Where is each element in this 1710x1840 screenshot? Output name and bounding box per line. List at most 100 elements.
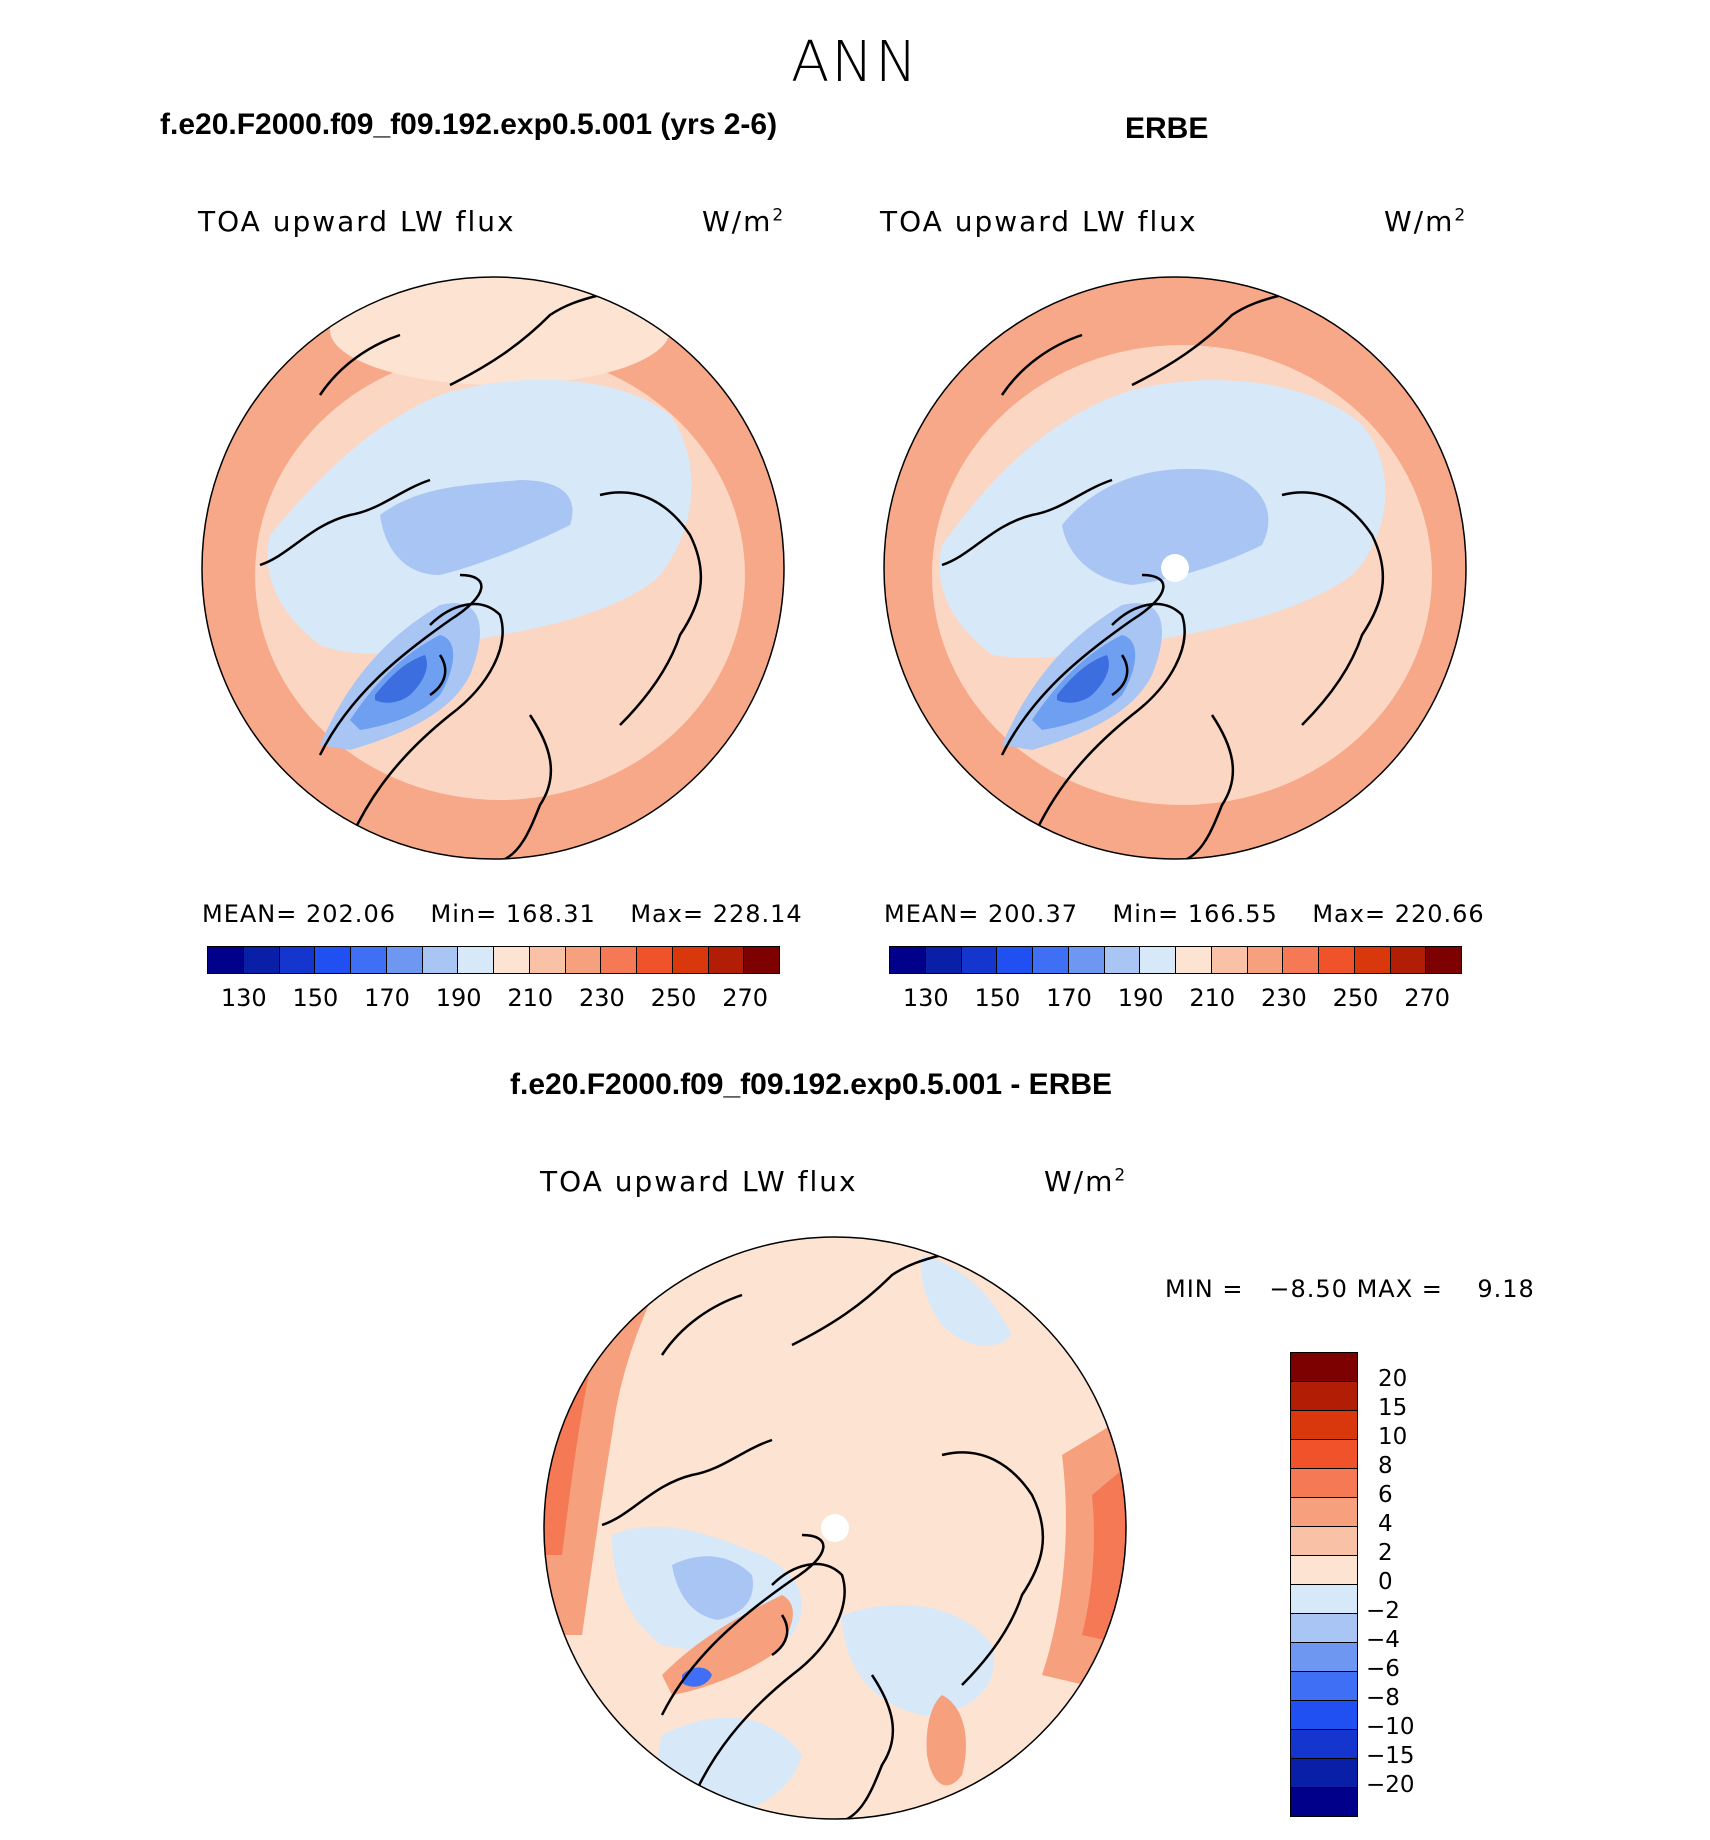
colorbar-swatch — [1291, 1788, 1357, 1816]
colorbar-tick-label: −8 — [1366, 1685, 1400, 1711]
colorbar-tick-label: 10 — [1378, 1424, 1408, 1450]
map-border — [201, 276, 785, 860]
colorbar-swatch — [1426, 947, 1461, 973]
diff-map — [542, 1235, 1128, 1821]
panel2-map — [882, 275, 1468, 861]
colorbar-tick-label: 250 — [1332, 984, 1379, 1012]
colorbar-tick-label: 4 — [1378, 1511, 1393, 1537]
colorbar-swatch — [1033, 947, 1069, 973]
map-border — [883, 276, 1467, 860]
colorbar-tick-label: 2 — [1378, 1540, 1393, 1566]
colorbar-swatch — [1354, 947, 1391, 973]
colorbar-tick-label: 190 — [435, 984, 482, 1012]
diff-colorbar — [1290, 1352, 1358, 1817]
colorbar-swatch — [1104, 947, 1141, 973]
colorbar-swatch — [672, 947, 709, 973]
map-border — [543, 1236, 1127, 1820]
diff-map-svg — [543, 1236, 1127, 1820]
colorbar-tick-label: −10 — [1366, 1714, 1415, 1740]
colorbar-swatch — [243, 947, 280, 973]
colorbar-tick-label: 250 — [650, 984, 697, 1012]
colorbar-swatch — [1390, 947, 1427, 973]
colorbar-swatch — [208, 947, 244, 973]
colorbar-swatch — [1291, 1556, 1357, 1585]
colorbar-tick-label: −6 — [1366, 1656, 1400, 1682]
colorbar-swatch — [1291, 1498, 1357, 1527]
diff-pacific-neg — [920, 1255, 1012, 1346]
colorbar-swatch — [1211, 947, 1248, 973]
pole-hole — [1161, 554, 1189, 582]
colorbar-tick-label: 210 — [507, 984, 554, 1012]
colorbar-swatch — [1291, 1411, 1357, 1440]
colorbar-swatch — [494, 947, 530, 973]
diff-subtitle: TOA upward LW flux — [540, 1165, 858, 1198]
colorbar-tick-label: 15 — [1378, 1395, 1408, 1421]
greenland-core — [375, 655, 427, 703]
colorbar-tick-label: 230 — [1260, 984, 1307, 1012]
colorbar-swatch — [997, 947, 1033, 973]
colorbar-swatch — [1319, 947, 1355, 973]
colorbar-swatch — [458, 947, 494, 973]
colorbar-swatch — [1291, 1614, 1357, 1643]
colorbar-swatch — [1283, 947, 1319, 973]
panel1-subtitle: TOA upward LW flux — [198, 205, 516, 238]
panel1-units: W/m2 — [702, 205, 786, 238]
colorbar-swatch — [925, 947, 962, 973]
colorbar-swatch — [422, 947, 459, 973]
colorbar-tick-label: 270 — [1404, 984, 1450, 1012]
colorbar-tick-label: 230 — [578, 984, 625, 1012]
colorbar-swatch — [1291, 1730, 1357, 1759]
colorbar-swatch — [1291, 1585, 1357, 1614]
colorbar-tick-label: 130 — [902, 984, 949, 1012]
colorbar-tick-label: −2 — [1366, 1598, 1400, 1624]
colorbar-swatch — [315, 947, 351, 973]
colorbar-swatch — [1176, 947, 1212, 973]
diff-title: f.e20.F2000.f09_f09.192.exp0.5.001 - ERB… — [510, 1068, 1113, 1101]
colorbar-swatch — [1291, 1469, 1357, 1498]
colorbar-swatch — [279, 947, 316, 973]
main-title: ANN — [790, 30, 920, 95]
colorbar-swatch — [1291, 1759, 1357, 1788]
colorbar-swatch — [601, 947, 637, 973]
diff-stats: MIN = −8.50 MAX = 9.18 — [1165, 1275, 1535, 1303]
diff-units: W/m2 — [1044, 1165, 1128, 1198]
colorbar-tick-label: 150 — [974, 984, 1021, 1012]
colorbar-tick-label: 210 — [1189, 984, 1236, 1012]
panel2-colorbar: 130 150 170 190 210 230 250 270 — [889, 946, 1462, 1014]
colorbar-swatch — [351, 947, 387, 973]
coastlines — [259, 293, 703, 859]
panel1-title: f.e20.F2000.f09_f09.192.exp0.5.001 (yrs … — [160, 108, 778, 141]
colorbar-swatch — [529, 947, 566, 973]
colorbar-tick-label: 150 — [292, 984, 339, 1012]
panel1-stats: MEAN= 202.06 Min= 168.31 Max= 228.14 — [202, 900, 803, 928]
colorbar-tick-label: 8 — [1378, 1453, 1393, 1479]
colorbar-tick-label: 20 — [1378, 1366, 1408, 1392]
panel2-subtitle: TOA upward LW flux — [880, 205, 1198, 238]
colorbar-swatch — [1291, 1382, 1357, 1411]
diff-colorbar-labels: 20 15 10 8 6 4 2 0 −2 −4 −6 −8 −10 −15 −20 — [1366, 1352, 1492, 1804]
colorbar-tick-label: 0 — [1378, 1569, 1393, 1595]
colorbar-swatch — [1068, 947, 1105, 973]
colorbar-swatch — [744, 947, 779, 973]
panel2-title: ERBE — [1125, 112, 1209, 145]
colorbar-swatch — [1291, 1527, 1357, 1556]
colorbar-swatch — [1291, 1440, 1357, 1469]
colorbar-tick-label: 170 — [1046, 984, 1092, 1012]
colorbar-tick-label: 170 — [364, 984, 410, 1012]
colorbar-swatch — [1247, 947, 1284, 973]
colorbar-swatch — [637, 947, 673, 973]
pole-hole — [821, 1514, 849, 1542]
diff-archipelago-neg — [672, 1556, 753, 1620]
colorbar-tick-label: 130 — [220, 984, 267, 1012]
coastlines — [601, 1253, 1045, 1819]
panel2-map-svg — [883, 276, 1467, 860]
colorbar-swatch — [386, 947, 423, 973]
colorbar-swatch — [1140, 947, 1176, 973]
basin-region — [380, 480, 573, 575]
colorbar-tick-label: −15 — [1366, 1743, 1415, 1769]
colorbar-swatch — [961, 947, 998, 973]
panel1-colorbar: 130 150 170 190 210 230 250 270 — [207, 946, 780, 1014]
greenland-core — [1057, 655, 1109, 703]
panel2-units: W/m2 — [1384, 205, 1468, 238]
colorbar-swatch — [1291, 1643, 1357, 1672]
